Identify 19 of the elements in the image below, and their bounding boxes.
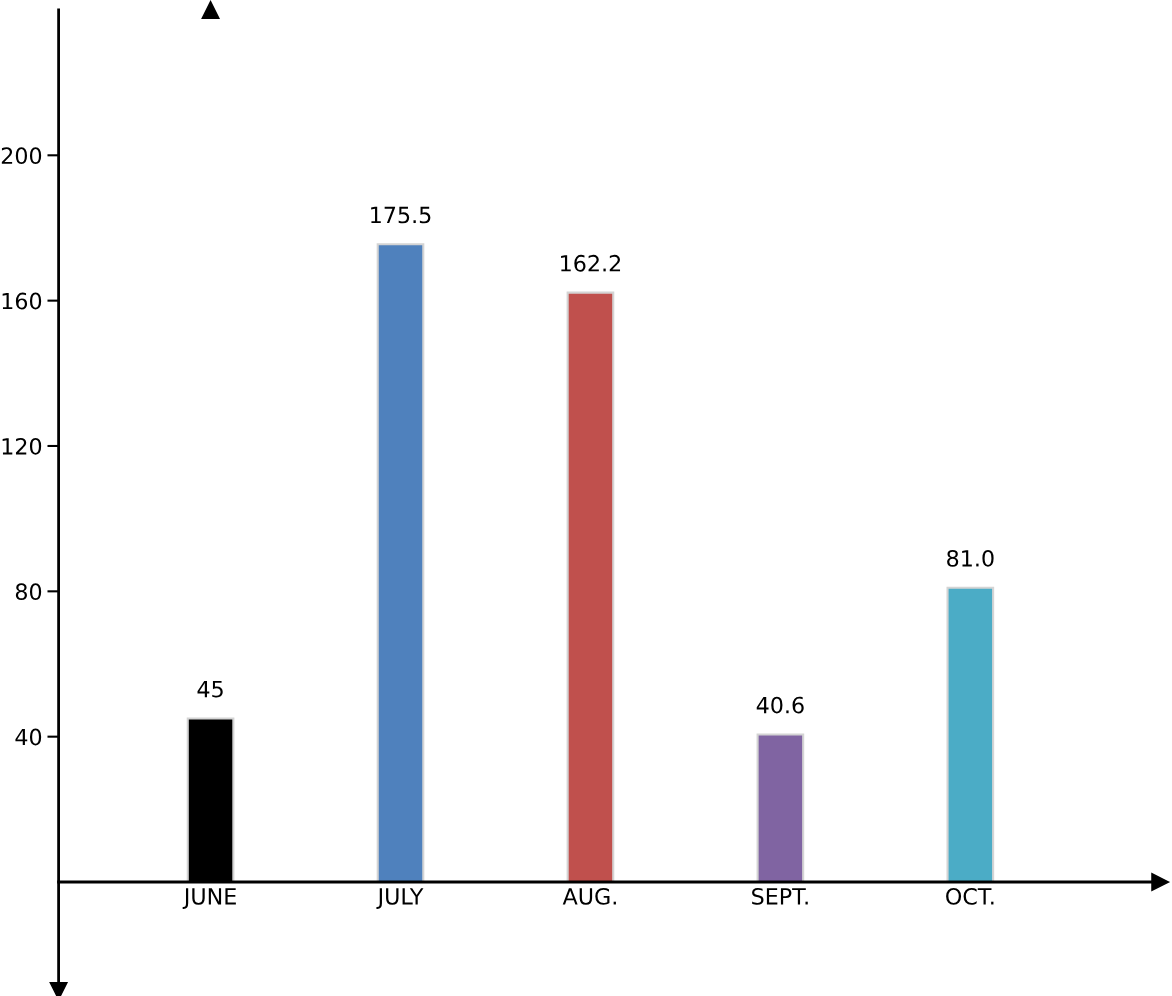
x-tick-label: SEPT.: [752, 887, 808, 905]
x-tick-label: JUNE: [182, 888, 236, 909]
data-label: 81.0: [947, 549, 994, 567]
y-tick-label: 160: [2, 292, 42, 310]
y-tick-label: 40: [15, 728, 42, 746]
data-label: 45: [197, 681, 223, 698]
x-tick-label: AUG.: [562, 887, 616, 905]
bar: [756, 733, 805, 884]
data-label: 40.6: [756, 696, 804, 714]
x-tick-label: OCT.: [946, 887, 994, 905]
data-label: 162.2: [561, 254, 621, 272]
bar: [946, 586, 995, 884]
data-label: 175.5: [371, 206, 431, 224]
bar: [376, 243, 425, 884]
y-tick-label: 120: [2, 437, 42, 455]
y-tick-label: 200: [1, 147, 42, 165]
bar: [566, 291, 615, 884]
x-tick-label: JULY: [376, 888, 424, 909]
y-tick-label: 80: [15, 583, 42, 601]
